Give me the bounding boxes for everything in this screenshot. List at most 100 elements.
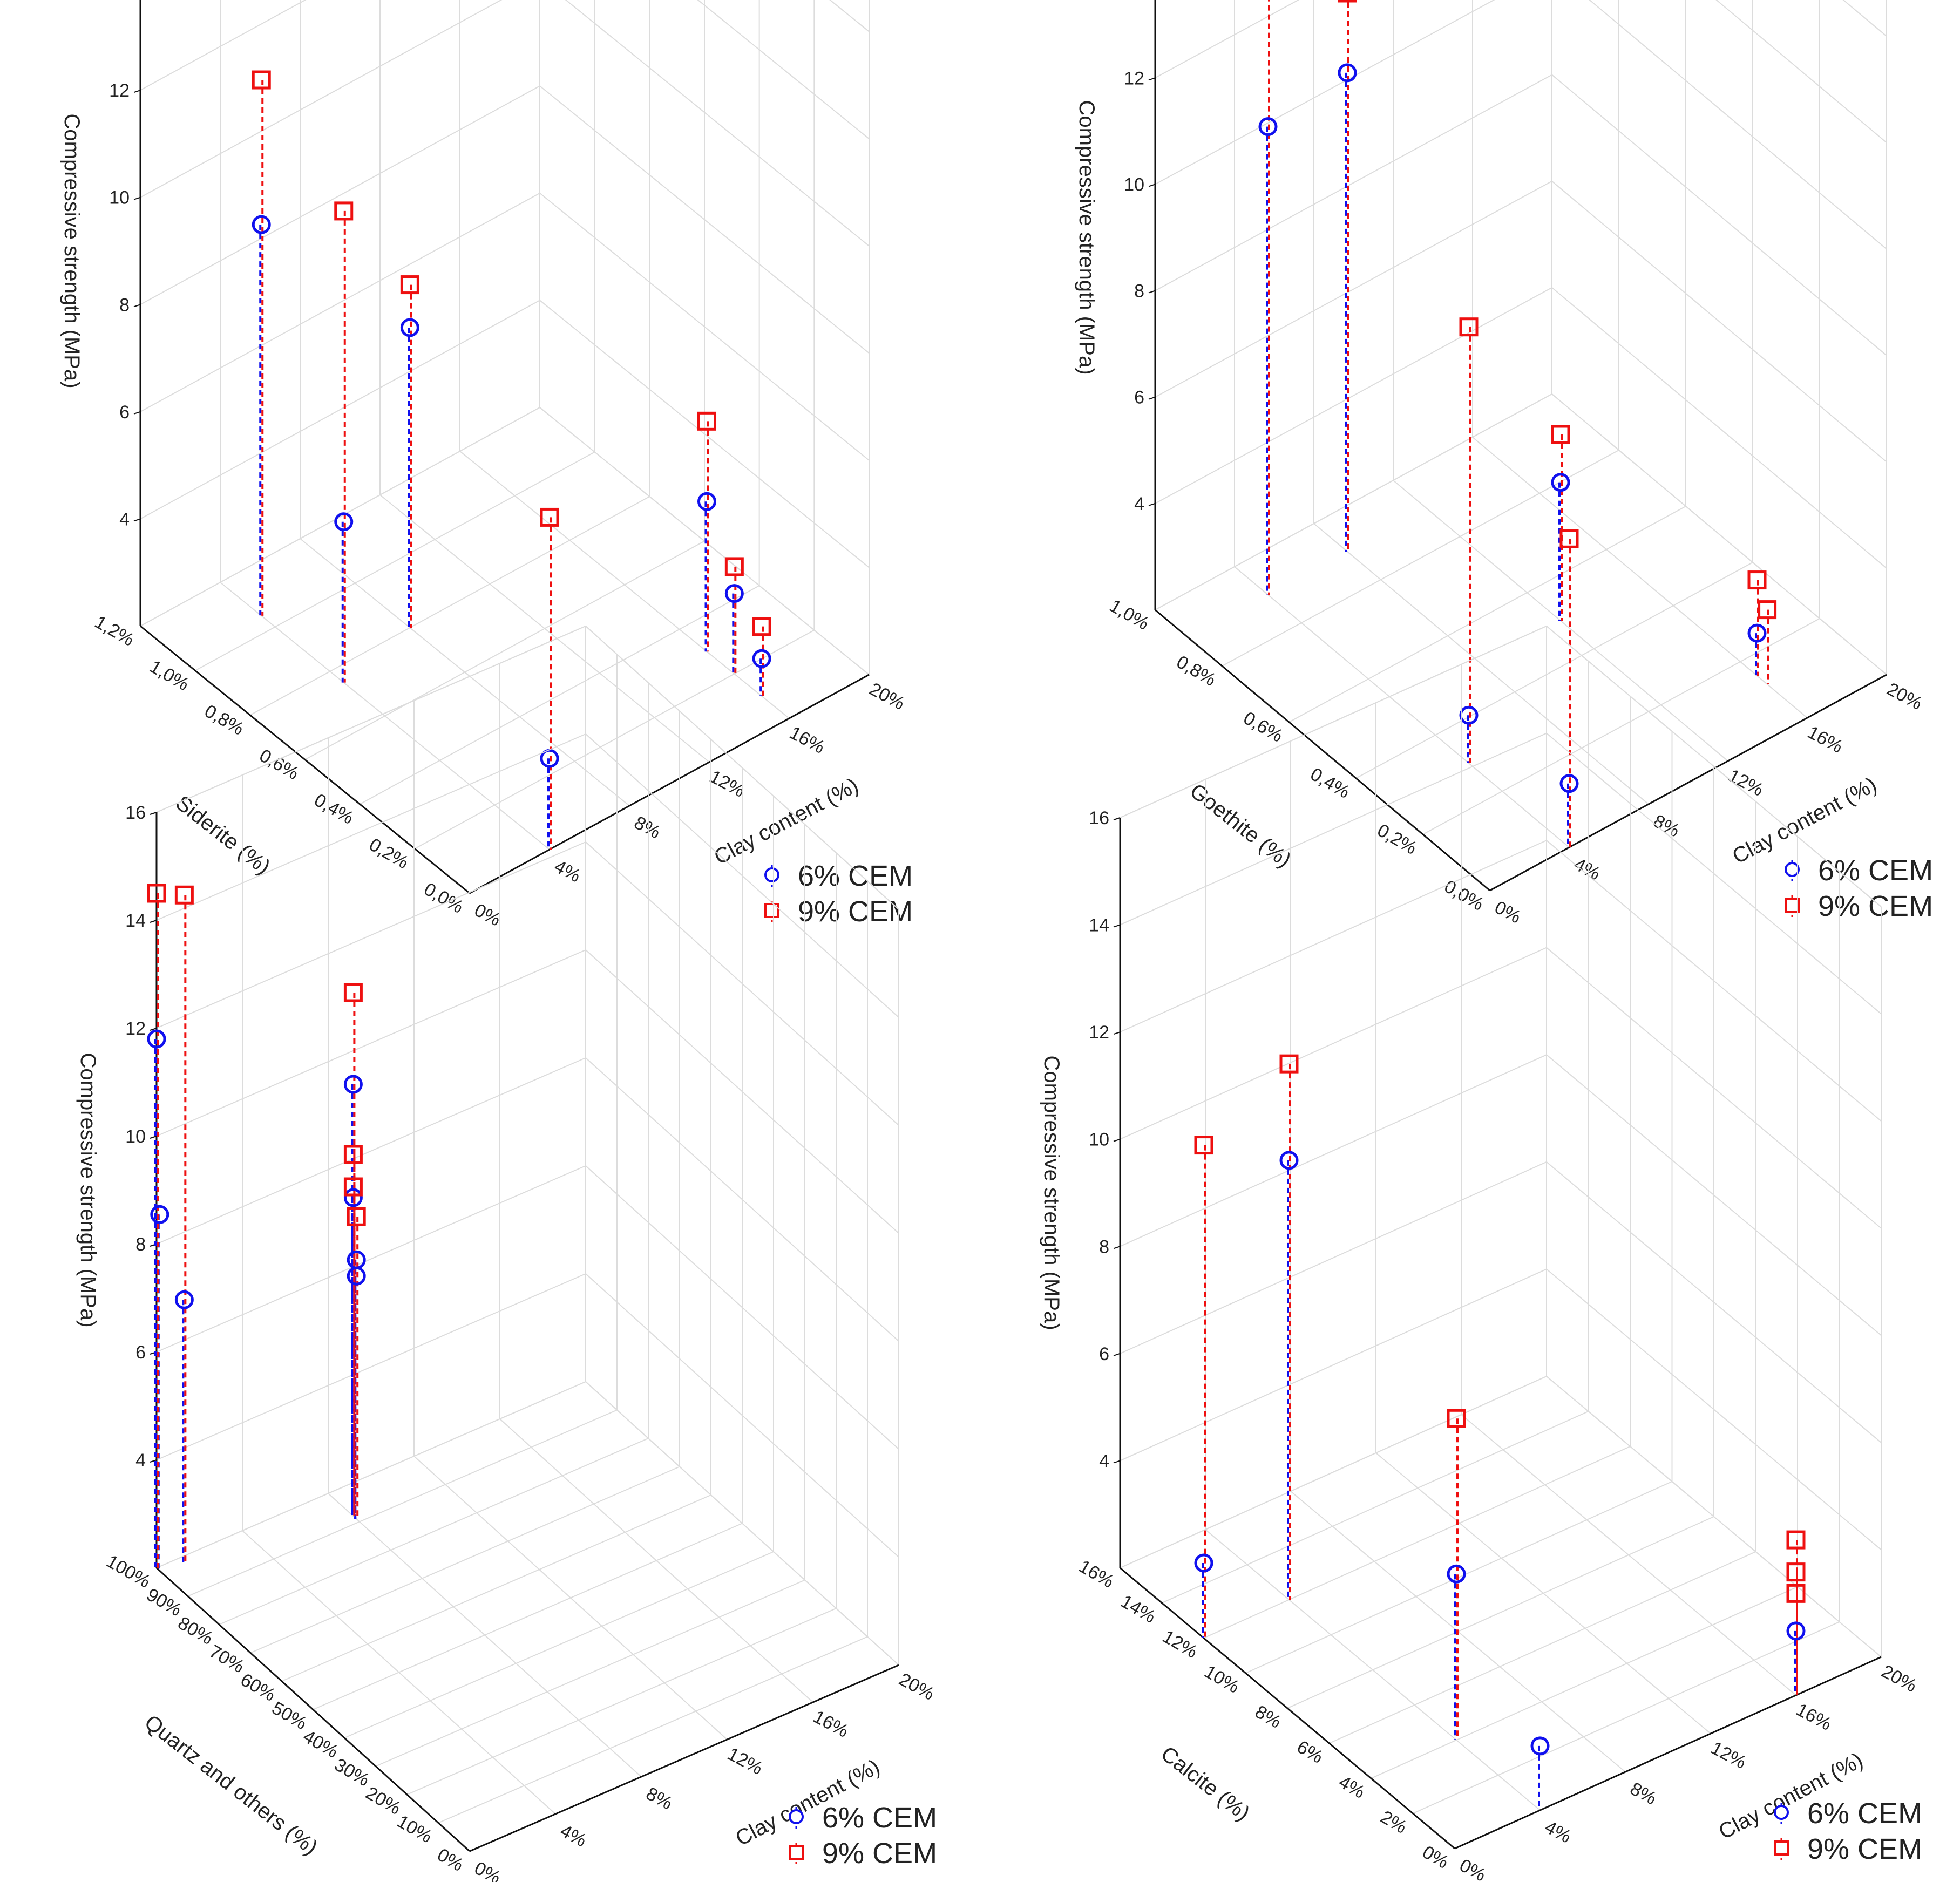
z-tick-mark: [1113, 817, 1121, 820]
grid-sidewall-z: [1551, 393, 1887, 675]
grid-floor-x: [1472, 437, 1808, 718]
grid-floor-y: [1245, 1481, 1672, 1674]
data-point-square: [1447, 1409, 1466, 1428]
grid-sidewall-z: [1546, 1376, 1882, 1657]
data-point-circle: [147, 1029, 166, 1049]
grid-backwall-z: [140, 0, 503, 198]
z-tick-mark: [133, 196, 141, 200]
grid-backwall-z: [140, 192, 540, 412]
grid-backwall-z: [156, 1057, 586, 1245]
z-tick-label: 8: [119, 295, 130, 315]
data-point-circle: [540, 749, 559, 768]
data-point-square: [1786, 1584, 1806, 1603]
grid-floor-x: [1234, 566, 1570, 848]
grid-backwall-z: [1120, 1161, 1547, 1354]
series-9-cem: [1338, 0, 1777, 620]
z-tick-mark: [1113, 1460, 1121, 1464]
grid-sidewall-z: [539, 407, 870, 675]
data-point-square: [1459, 317, 1479, 337]
grid-floor-y: [250, 1466, 680, 1654]
grid-floor-y: [414, 629, 815, 850]
z-tick-mark: [133, 518, 141, 522]
z-axis-title: Compressive strength (MPa): [76, 1052, 100, 1327]
z-tick-label: 8: [1099, 1236, 1109, 1257]
grid-floor-y: [1371, 1586, 1798, 1779]
z-tick-mark: [1148, 184, 1156, 187]
data-point-circle: [1551, 473, 1570, 492]
legend-label: 9% CEM: [1807, 1833, 1922, 1865]
grid-sidewall-z: [585, 626, 899, 910]
data-point-square: [343, 983, 363, 1002]
data-point-circle: [252, 215, 271, 234]
grid-backwall-z: [1120, 1054, 1547, 1247]
grid-floor-y: [219, 1438, 649, 1625]
data-point-square: [400, 275, 419, 295]
data-point-square: [724, 557, 744, 576]
series-6-cem: [147, 1029, 366, 1309]
data-point-circle: [334, 512, 354, 532]
data-point-circle: [1194, 1553, 1213, 1573]
data-point-circle: [1530, 1736, 1550, 1756]
z-tick-label: 12: [109, 80, 130, 101]
data-point-square: [343, 1177, 363, 1197]
grid-backwall-z: [1120, 732, 1547, 926]
grid-floor-y: [1329, 1551, 1756, 1744]
z-tick-label: 8: [1134, 281, 1144, 302]
grid-sidewall-z: [1546, 1161, 1882, 1443]
legend-marker-square: [1785, 898, 1800, 913]
z-tick-label: 10: [109, 188, 130, 208]
z-tick-mark: [1148, 77, 1156, 81]
data-point-circle: [1258, 117, 1278, 137]
z-tick-label: 6: [1099, 1344, 1109, 1364]
data-point-square: [174, 885, 194, 905]
z-tick-label: 12: [125, 1018, 146, 1039]
z-tick-label: 10: [1124, 174, 1144, 195]
legend-marker-circle: [764, 867, 779, 882]
grid-floor-y: [195, 451, 595, 671]
z-tick-mark: [1113, 1246, 1121, 1249]
grid-backwall-z: [1155, 74, 1552, 291]
grid-sidewall-z: [1546, 626, 1882, 907]
grid-sidewall-z: [585, 1057, 899, 1342]
grid-sidewall-z: [1546, 732, 1882, 1015]
z-tick-label: 6: [135, 1342, 146, 1363]
x-axis-line: [469, 1664, 899, 1852]
z-tick-mark: [150, 920, 157, 923]
grid-backwall-z: [1155, 180, 1552, 398]
drop-lines: [259, 80, 764, 850]
data-point-circle: [724, 584, 744, 603]
z-tick-mark: [150, 1459, 157, 1463]
grid-sidewall-z: [1551, 74, 1887, 356]
z-tick-label: 12: [1089, 1022, 1109, 1043]
drop-lines: [1266, 0, 1769, 847]
legend-marker-circle: [1774, 1805, 1789, 1820]
grid-backwall-z: [140, 300, 540, 520]
legend-marker-circle: [789, 1809, 804, 1824]
data-point-circle: [1279, 1151, 1299, 1170]
data-point-square: [752, 617, 771, 636]
x-axis-line: [1454, 1656, 1882, 1850]
z-tick-label: 8: [135, 1234, 146, 1255]
data-point-circle: [752, 649, 771, 668]
grid-backwall-z: [156, 626, 586, 813]
series-6-cem: [1258, 63, 1767, 793]
grid-sidewall-z: [585, 1381, 899, 1666]
drop-lines: [1202, 1064, 1798, 1810]
z-tick-mark: [1113, 1031, 1121, 1035]
grid-sidewall-z: [1715, 0, 1887, 144]
grid-backwall-z: [1155, 393, 1552, 610]
z-tick-mark: [150, 1136, 157, 1139]
data-point-circle: [1747, 623, 1767, 643]
data-point-square: [334, 201, 354, 221]
grid-floor-y: [344, 1551, 774, 1738]
grid-sidewall-z: [1546, 840, 1882, 1122]
z-tick-mark: [1113, 1138, 1121, 1142]
grid-sidewall-z: [539, 300, 870, 568]
data-point-square: [1758, 600, 1777, 620]
data-point-circle: [1447, 1564, 1466, 1584]
z-axis-title: Compressive strength (MPa): [1075, 100, 1098, 375]
grid-floor-y: [249, 496, 650, 716]
grid-sidewall-z: [697, 0, 870, 139]
